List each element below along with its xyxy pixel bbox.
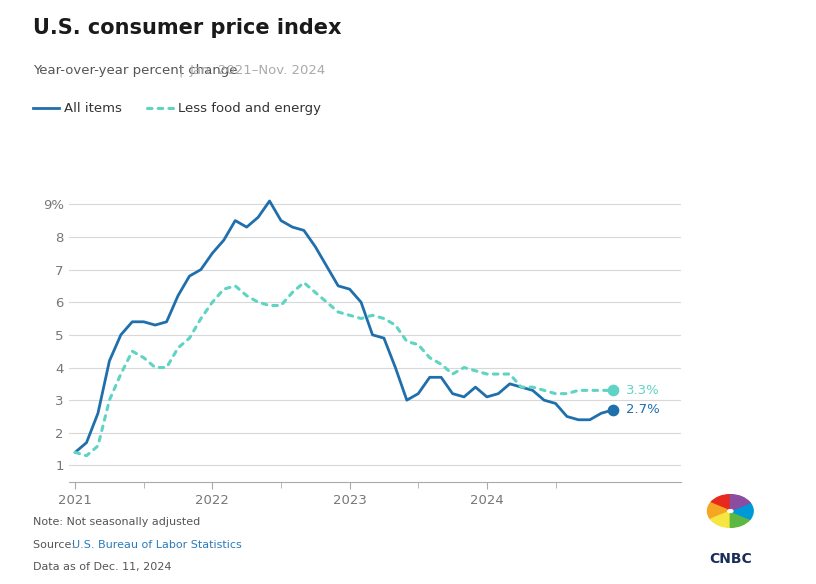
Text: Year-over-year percent change: Year-over-year percent change xyxy=(33,64,237,77)
Text: CNBC: CNBC xyxy=(709,552,752,566)
Text: 2.7%: 2.7% xyxy=(627,404,660,416)
Text: |: | xyxy=(178,64,182,77)
Text: Less food and energy: Less food and energy xyxy=(178,102,321,114)
Point xyxy=(606,385,619,395)
Text: 3.3%: 3.3% xyxy=(627,384,660,397)
Text: U.S. consumer price index: U.S. consumer price index xyxy=(33,18,341,37)
Text: Note: Not seasonally adjusted: Note: Not seasonally adjusted xyxy=(33,517,200,527)
Text: Source:: Source: xyxy=(33,540,78,550)
Text: All items: All items xyxy=(64,102,122,114)
Point xyxy=(606,405,619,415)
Text: Data as of Dec. 11, 2024: Data as of Dec. 11, 2024 xyxy=(33,562,171,572)
Text: U.S. Bureau of Labor Statistics: U.S. Bureau of Labor Statistics xyxy=(72,540,242,550)
Text: Jan. 2021–Nov. 2024: Jan. 2021–Nov. 2024 xyxy=(189,64,326,77)
